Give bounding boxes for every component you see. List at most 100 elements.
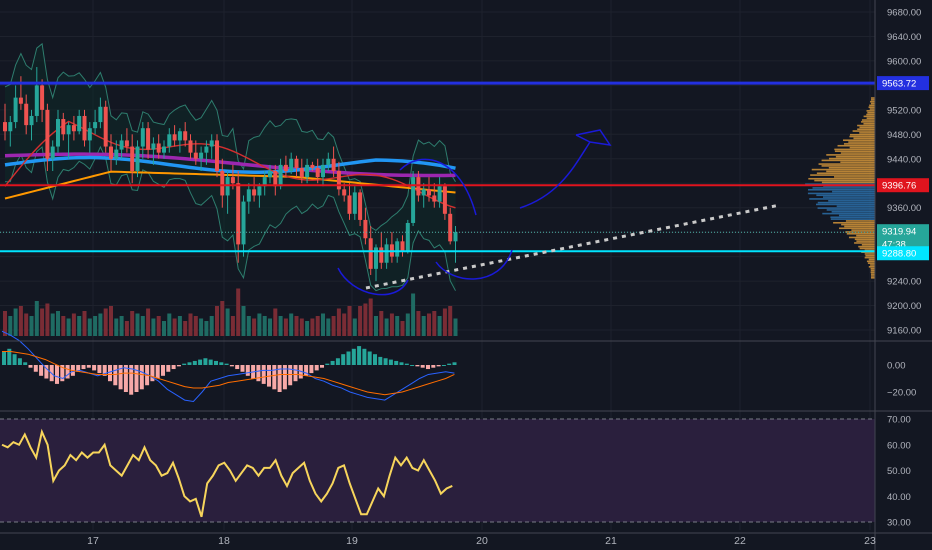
candle-body (252, 189, 257, 196)
candle-body (135, 146, 140, 171)
price-tick-label: 9240.00 (887, 277, 921, 288)
volume-bar (82, 311, 87, 336)
macd-histogram-bar (92, 365, 97, 371)
candle-body (347, 195, 352, 214)
profile-bar (816, 203, 875, 206)
time-axis[interactable]: 17 18 19 20 21 22 23 (87, 535, 876, 547)
macd-histogram-bar (388, 359, 393, 365)
profile-bar (861, 121, 875, 123)
candle-body (215, 140, 219, 171)
profile-bar (866, 117, 875, 120)
profile-bar (840, 152, 875, 154)
profile-bar (857, 124, 875, 127)
candle-body (40, 85, 45, 110)
profile-bar (817, 201, 875, 204)
macd-histogram-bar (118, 365, 123, 390)
volume-bar (50, 313, 55, 336)
candle-body (3, 122, 7, 132)
profile-bar (871, 277, 875, 279)
macd-histogram-bar (256, 365, 261, 382)
candle-body (395, 241, 400, 257)
volume-bar (283, 318, 288, 336)
volume-bar (379, 311, 384, 336)
candle-body (326, 158, 331, 165)
volume-bar (183, 321, 188, 336)
profile-bar (830, 216, 875, 219)
macd-histogram-bar (288, 365, 293, 386)
macd-histogram-bar (39, 365, 44, 376)
candle-body (442, 186, 447, 214)
macd-histogram-bar (60, 365, 65, 382)
macd-histogram-bar (229, 365, 234, 367)
macd-histogram-bar (86, 365, 91, 368)
profile-bar (821, 181, 875, 184)
macd-histogram-bar (293, 365, 298, 382)
tag-blue-level: 9563.72 (882, 79, 916, 90)
candle-body (167, 134, 172, 147)
candle-body (98, 106, 103, 123)
volume-bar (18, 306, 23, 336)
volume-bar (289, 313, 294, 336)
profile-bar (807, 192, 875, 195)
volume-bar (448, 306, 453, 336)
candle-body (209, 140, 214, 147)
profile-bar (814, 179, 875, 182)
volume-bar (336, 308, 341, 336)
candle-body (140, 128, 145, 147)
tag-blue-level-bg (877, 76, 929, 91)
rsi-tick-label: 70.00 (887, 415, 911, 426)
rsi-line (1, 428, 453, 518)
profile-bar (834, 148, 875, 151)
volume-bar (389, 313, 394, 336)
macd-histogram-bar (208, 359, 213, 365)
time-tick-label: 20 (476, 535, 488, 547)
macd-histogram-bar (113, 365, 118, 386)
macd-histogram-bar (235, 365, 240, 370)
profile-bar (845, 231, 875, 233)
volume-bar (326, 318, 331, 336)
sma-purple (4, 152, 456, 178)
candle-body (199, 152, 204, 159)
macd-histogram-bar (12, 354, 17, 365)
candle-body (24, 103, 29, 126)
candle-body (156, 143, 161, 153)
candle-body (416, 177, 421, 196)
candle-body (193, 152, 198, 159)
macd-histogram-bar (129, 365, 134, 395)
candle-body (8, 122, 13, 132)
tag-red-level: 9396.76 (882, 181, 916, 192)
macd-histogram-bar (134, 365, 139, 392)
volume-bar (257, 313, 262, 336)
candle-body (77, 115, 82, 132)
profile-bar (826, 154, 875, 156)
horizontal-levels[interactable] (0, 81, 875, 253)
volume-bar (188, 313, 193, 336)
volume-bar (71, 313, 76, 336)
candle-body (262, 177, 267, 187)
profile-bar (858, 245, 875, 248)
profile-bar (817, 207, 875, 209)
candle-body (130, 146, 135, 171)
profile-bar (869, 108, 875, 110)
tag-countdown: 47:38 (882, 240, 906, 251)
volume-bar (45, 303, 50, 336)
time-tick-label: 23 (864, 535, 876, 547)
hand-drawings[interactable] (337, 129, 781, 296)
candle-body (204, 146, 209, 153)
profile-bar (808, 177, 875, 180)
candle-body (56, 119, 60, 147)
profile-bar (868, 266, 875, 268)
candle-body (257, 186, 262, 196)
volume-bar (442, 308, 447, 336)
candle-body (331, 158, 336, 171)
price-tick-label: 9160.00 (887, 326, 921, 337)
profile-bar (828, 157, 875, 160)
candle-body (310, 164, 315, 168)
candle-body (315, 167, 320, 178)
profile-bar (869, 104, 875, 107)
volume-bar (209, 316, 214, 336)
profile-bar (828, 199, 875, 202)
profile-bar (859, 126, 875, 129)
